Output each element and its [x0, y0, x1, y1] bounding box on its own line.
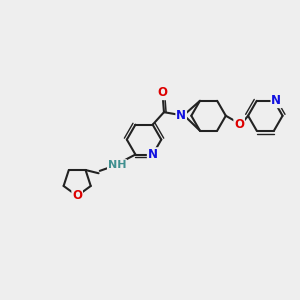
Text: N: N [148, 148, 158, 161]
Text: N: N [271, 94, 281, 107]
Text: N: N [176, 109, 186, 122]
Text: O: O [234, 118, 244, 130]
Text: NH: NH [108, 160, 126, 170]
Text: O: O [72, 189, 82, 202]
Text: O: O [158, 86, 168, 99]
